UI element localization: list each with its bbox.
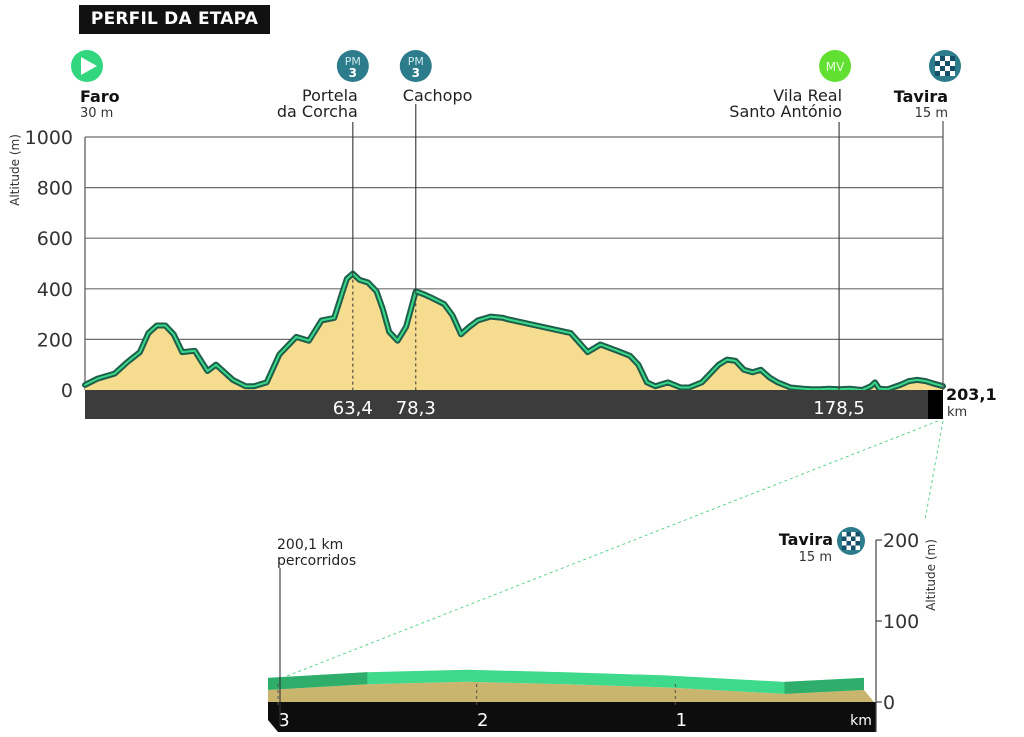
marker-name: Santo António xyxy=(729,102,842,121)
checker-cell xyxy=(855,536,860,541)
badge-category: 3 xyxy=(349,66,357,80)
zoom-top-segment-dark xyxy=(268,672,368,690)
checker-cell xyxy=(945,61,950,66)
checker-cell xyxy=(950,71,955,76)
zoom-x-tick-label: 2 xyxy=(477,710,488,731)
badge-label: MV xyxy=(826,60,845,74)
y-tick-label: 400 xyxy=(37,279,73,301)
checker-cell xyxy=(842,536,847,541)
road-band xyxy=(85,390,943,419)
marker-name: Vila Real xyxy=(773,86,842,105)
checker-cell xyxy=(935,56,940,61)
zoom-connector xyxy=(281,420,939,679)
badge-label: PM xyxy=(345,55,361,68)
zoom-x-tick-label: 1 xyxy=(676,710,687,731)
mountain-badge xyxy=(399,50,432,82)
y-tick-label: 0 xyxy=(61,380,73,402)
zoom-finish-altitude: 15 m xyxy=(799,550,832,565)
marker-name: Cachopo xyxy=(403,86,473,105)
checker-cell xyxy=(846,541,851,546)
checker-cell xyxy=(935,66,940,71)
checker-cell xyxy=(950,56,955,61)
marker-altitude: 30 m xyxy=(80,106,113,121)
checker-cell xyxy=(851,536,856,541)
marker-name: da Corcha xyxy=(277,102,358,121)
profile-area xyxy=(85,273,943,390)
y-tick-label: 1000 xyxy=(25,127,73,149)
marker-altitude: 15 m xyxy=(915,106,948,121)
zoom-top-segment-dark xyxy=(784,677,864,694)
checker-cell xyxy=(855,545,860,550)
y-axis-label: Altitude (m) xyxy=(8,134,22,206)
zoom-y-tick-label: 0 xyxy=(883,692,895,714)
zoom-y-tick-label: 200 xyxy=(883,530,919,552)
checker-cell xyxy=(851,541,856,546)
checkered-flag-icon xyxy=(842,532,860,550)
x-km-label: 78,3 xyxy=(396,398,436,419)
checkered-flag-icon xyxy=(935,56,955,76)
checker-cell xyxy=(945,66,950,71)
zoom-y-axis-label: Altitude (m) xyxy=(924,539,938,611)
page-title: PERFIL DA ETAPA xyxy=(79,5,270,34)
marker-name: Portela xyxy=(302,86,358,105)
profile-outline-highlight xyxy=(84,272,944,391)
marker-mountain: PM3 Cachopo xyxy=(399,50,473,390)
zoom-start-label: percorridos xyxy=(277,553,356,569)
x-km-label: 63,4 xyxy=(333,398,373,419)
total-distance-unit: km xyxy=(947,405,967,420)
y-tick-label: 200 xyxy=(37,329,73,351)
checker-cell xyxy=(940,71,945,76)
mountain-badge xyxy=(336,50,369,82)
checker-cell xyxy=(851,545,856,550)
x-km-label: 178,5 xyxy=(813,398,865,419)
checker-cell xyxy=(842,532,847,537)
y-tick-label: 800 xyxy=(37,178,73,200)
checker-cell xyxy=(851,532,856,537)
checker-cell xyxy=(855,532,860,537)
checker-cell xyxy=(940,61,945,66)
badge-label: PM xyxy=(408,55,424,68)
marker-name: Tavira xyxy=(894,87,948,106)
badge-category: 3 xyxy=(412,66,420,80)
zoom-finish-name: Tavira xyxy=(779,530,833,549)
zoom-top-surface xyxy=(268,669,864,694)
checker-cell xyxy=(935,71,940,76)
checker-cell xyxy=(945,56,950,61)
checker-cell xyxy=(842,541,847,546)
checker-cell xyxy=(846,545,851,550)
zoom-y-tick-label: 100 xyxy=(883,611,919,633)
zoom-x-tick-label: 3 xyxy=(278,710,289,731)
checker-cell xyxy=(842,545,847,550)
checker-cell xyxy=(950,66,955,71)
checker-cell xyxy=(935,61,940,66)
checker-cell xyxy=(855,541,860,546)
checker-cell xyxy=(940,66,945,71)
total-distance-value: 203,1 xyxy=(946,385,997,404)
sprint-badge xyxy=(819,50,852,82)
zoom-start-label: 200,1 km xyxy=(277,537,343,553)
checker-cell xyxy=(950,61,955,66)
zoom-connector xyxy=(924,420,944,521)
checker-cell xyxy=(940,56,945,61)
zoom-road-band xyxy=(268,702,876,732)
y-tick-label: 600 xyxy=(37,228,73,250)
finish-block xyxy=(928,390,943,419)
checker-cell xyxy=(846,532,851,537)
checker-cell xyxy=(945,71,950,76)
checker-cell xyxy=(846,536,851,541)
marker-name: Faro xyxy=(80,87,120,106)
zoom-x-unit: km xyxy=(850,713,872,729)
zoom-side-face xyxy=(268,681,874,702)
play-icon xyxy=(81,57,97,75)
